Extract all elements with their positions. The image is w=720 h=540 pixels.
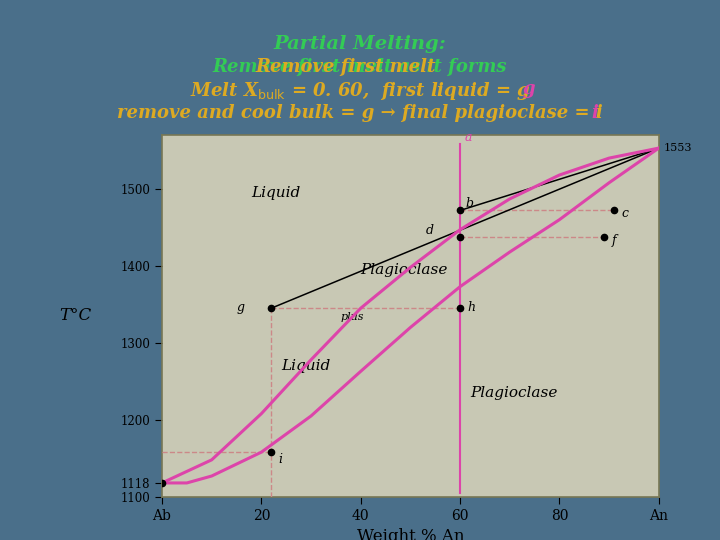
Text: Plagioclase: Plagioclase xyxy=(361,262,448,276)
Text: i: i xyxy=(279,453,283,466)
Text: Liquid: Liquid xyxy=(251,186,301,200)
Text: a: a xyxy=(465,131,472,144)
Text: Liquid: Liquid xyxy=(282,359,330,373)
Text: Partial Melting:: Partial Melting: xyxy=(274,35,446,53)
Text: i: i xyxy=(592,104,599,122)
Text: Melt X$_{\sf bulk}$ = 0. 60,  first liquid = g: Melt X$_{\sf bulk}$ = 0. 60, first liqui… xyxy=(190,80,530,103)
Text: Remove first melt: Remove first melt xyxy=(256,58,436,76)
Text: c: c xyxy=(621,207,629,220)
Text: T°C: T°C xyxy=(59,307,91,325)
Text: remove and cool bulk = g → final plagioclase = i: remove and cool bulk = g → final plagioc… xyxy=(117,104,603,122)
Text: 1553: 1553 xyxy=(664,143,692,153)
Text: h: h xyxy=(467,301,475,314)
Text: g: g xyxy=(236,301,245,314)
Text: plus: plus xyxy=(341,312,364,322)
Text: Plagioclase: Plagioclase xyxy=(470,386,557,400)
Text: d: d xyxy=(426,224,433,237)
Text: Remove first melt as it forms: Remove first melt as it forms xyxy=(212,58,508,76)
Text: b: b xyxy=(465,197,473,211)
Text: f: f xyxy=(611,233,616,247)
Text: g: g xyxy=(523,80,536,98)
X-axis label: Weight % An: Weight % An xyxy=(356,528,464,540)
